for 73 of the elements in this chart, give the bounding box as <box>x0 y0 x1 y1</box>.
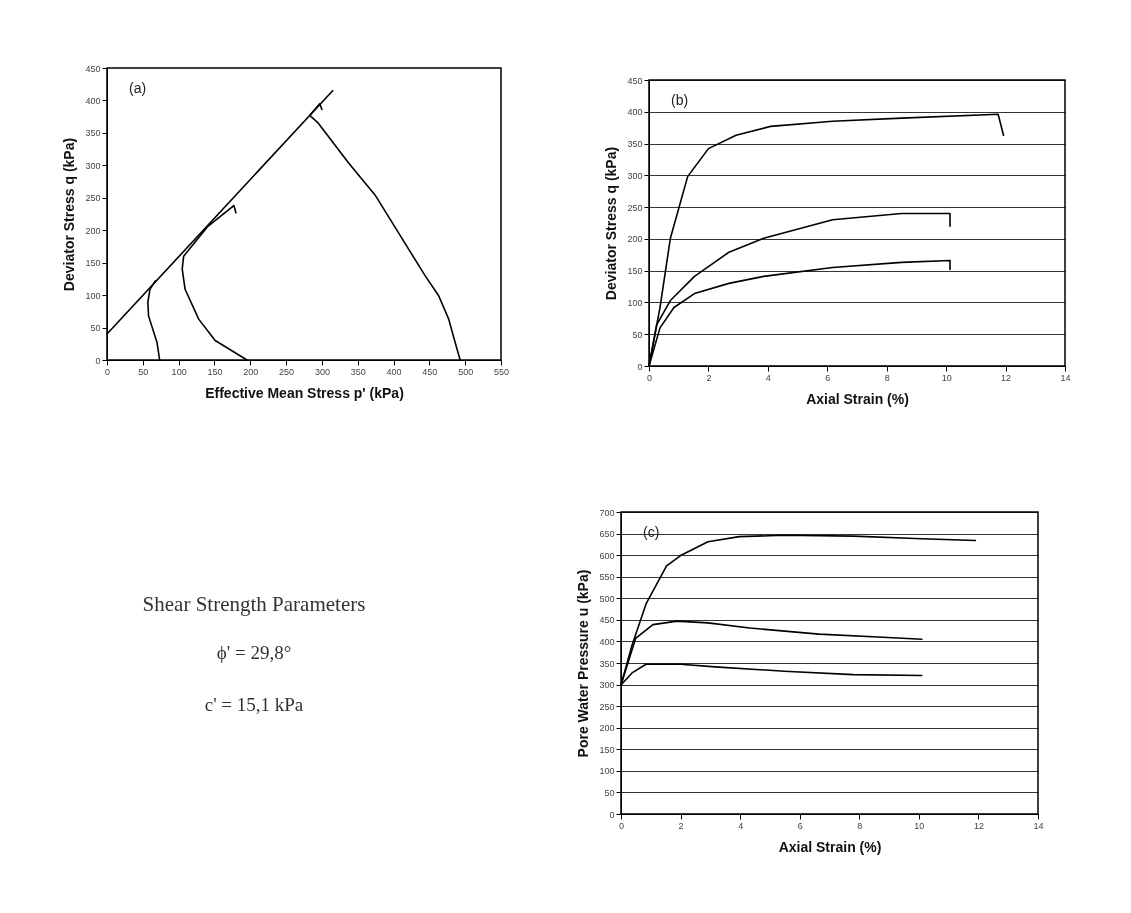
y-tick-label: 350 <box>627 139 643 150</box>
x-tick-label: 50 <box>138 366 149 377</box>
y-tick-label: 350 <box>599 658 615 669</box>
x-tick-label: 450 <box>422 366 438 377</box>
y-axis-title: Pore Water Pressure u (kPa) <box>575 569 592 758</box>
y-tick-label: 300 <box>627 170 643 181</box>
y-tick-label: 700 <box>599 507 615 518</box>
y-tick-label: 150 <box>627 266 643 277</box>
y-tick-label: 250 <box>85 193 101 204</box>
x-tick-label: 8 <box>857 820 863 831</box>
y-tick-label: 50 <box>604 787 615 798</box>
x-tick-label: 100 <box>171 366 187 377</box>
y-tick-label: 650 <box>599 529 615 540</box>
y-tick-label: 150 <box>599 744 615 755</box>
y-tick-label: 50 <box>90 323 101 334</box>
x-tick-label: 200 <box>243 366 259 377</box>
y-tick-label: 350 <box>85 128 101 139</box>
x-tick-label: 12 <box>973 820 984 831</box>
x-tick-label: 2 <box>706 372 712 383</box>
x-tick-label: 4 <box>765 372 771 383</box>
x-tick-label: 500 <box>458 366 474 377</box>
y-tick-label: 250 <box>599 701 615 712</box>
y-tick-label: 200 <box>627 234 643 245</box>
x-tick-label: 10 <box>914 820 925 831</box>
y-tick-label: 450 <box>627 75 643 86</box>
y-axis-title: Deviator Stress q (kPa) <box>603 146 620 301</box>
y-tick-label: 450 <box>85 63 101 74</box>
y-tick-label: 300 <box>599 680 615 691</box>
text: Shear Strength Parameters <box>142 592 366 616</box>
x-tick-label: 6 <box>825 372 831 383</box>
x-tick-label: 550 <box>493 366 510 377</box>
y-tick-label: 100 <box>85 290 101 301</box>
text: ϕ' = 29,8° <box>216 642 292 663</box>
x-axis-title: Axial Strain (%) <box>778 838 882 855</box>
y-tick-label: 600 <box>599 550 615 561</box>
x-tick-label: 10 <box>941 372 952 383</box>
x-tick-label: 350 <box>350 366 366 377</box>
y-tick-label: 300 <box>85 160 101 171</box>
y-tick-label: 100 <box>627 297 643 308</box>
annotation: (b) <box>671 92 689 108</box>
x-tick-label: 6 <box>797 820 803 831</box>
x-tick-label: 14 <box>1033 820 1044 831</box>
y-tick-label: 250 <box>627 202 643 213</box>
y-tick-label: 400 <box>85 95 101 106</box>
x-tick-label: 0 <box>618 820 625 831</box>
text: c' = 15,1 kPa <box>204 694 304 715</box>
x-tick-label: 150 <box>207 366 223 377</box>
x-axis-title: Axial Strain (%) <box>806 390 909 407</box>
x-tick-label: 0 <box>646 372 653 383</box>
x-tick-label: 8 <box>884 372 890 383</box>
y-tick-label: 200 <box>599 723 615 734</box>
y-axis-title: Deviator Stress q (kPa) <box>61 137 78 292</box>
x-tick-label: 0 <box>104 366 111 377</box>
x-tick-label: 2 <box>678 820 684 831</box>
x-tick-label: 14 <box>1060 372 1071 383</box>
y-tick-label: 400 <box>599 636 615 647</box>
x-tick-label: 4 <box>738 820 744 831</box>
y-tick-label: 450 <box>599 615 615 626</box>
y-tick-label: 200 <box>85 225 101 236</box>
x-tick-label: 400 <box>386 366 402 377</box>
y-tick-label: 0 <box>609 809 615 820</box>
x-tick-label: 250 <box>279 366 295 377</box>
y-tick-label: 50 <box>632 329 643 340</box>
x-axis-title: Effective Mean Stress p' (kPa) <box>205 384 404 401</box>
y-tick-label: 150 <box>85 258 101 269</box>
annotation: (a) <box>129 80 147 96</box>
y-tick-label: 100 <box>599 766 615 777</box>
x-tick-label: 300 <box>314 366 330 377</box>
y-tick-label: 400 <box>627 107 643 118</box>
x-tick-label: 12 <box>1001 372 1012 383</box>
y-tick-label: 500 <box>599 593 615 604</box>
y-tick-label: 550 <box>599 572 615 583</box>
y-tick-label: 0 <box>95 355 101 366</box>
